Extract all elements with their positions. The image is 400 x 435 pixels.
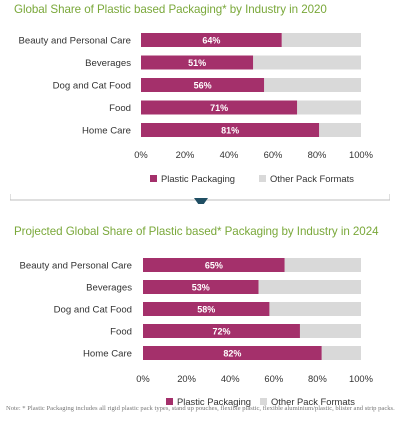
data-label: 72% — [212, 327, 230, 337]
bar-other-pack-formats — [321, 346, 361, 360]
legend-label-other-pack-formats: Other Pack Formats — [271, 396, 355, 407]
bar-other-pack-formats — [281, 33, 361, 47]
down-arrow-icon — [194, 198, 208, 204]
bar-plastic-packaging — [143, 324, 300, 338]
legend-swatch-plastic-packaging — [150, 175, 157, 182]
data-label: 82% — [223, 349, 241, 359]
x-tick-label: 0% — [136, 373, 150, 384]
data-label: 81% — [221, 126, 239, 136]
category-label: Home Care — [83, 349, 132, 360]
x-tick-label: 0% — [134, 149, 148, 160]
bar-other-pack-formats — [319, 123, 361, 137]
data-label: 64% — [202, 36, 220, 46]
bar-plastic-packaging — [141, 55, 254, 70]
category-label: Food — [109, 103, 131, 114]
category-label: Food — [110, 327, 132, 338]
data-label: 56% — [194, 81, 212, 91]
x-tick-label: 40% — [221, 373, 240, 384]
legend-label-plastic-packaging: Plastic Packaging — [161, 173, 235, 184]
x-tick-label: 60% — [264, 373, 283, 384]
legend-label-other-pack-formats: Other Pack Formats — [270, 173, 354, 184]
x-tick-label: 80% — [308, 373, 327, 384]
section-divider — [10, 194, 390, 204]
data-label: 71% — [210, 103, 228, 113]
bar-other-pack-formats — [299, 324, 361, 338]
data-label: 58% — [197, 305, 215, 315]
chart-title-2024: Projected Global Share of Plastic based*… — [14, 225, 379, 238]
data-label: 51% — [188, 58, 206, 68]
category-label: Dog and Cat Food — [54, 305, 132, 316]
footnote: Note: * Plastic Packaging includes all r… — [6, 405, 395, 412]
x-tick-label: 60% — [264, 149, 283, 160]
bar-plastic-packaging — [143, 258, 285, 272]
legend-swatch-plastic-packaging — [166, 398, 173, 405]
bar-chart-2024: Beauty and Personal Care 65% Beverages 53% D… — [19, 258, 373, 407]
bar-plastic-packaging — [143, 280, 259, 294]
x-tick-label: 20% — [177, 373, 196, 384]
bar-plastic-packaging — [143, 346, 322, 360]
bar-other-pack-formats — [269, 302, 361, 316]
category-label: Dog and Cat Food — [53, 81, 131, 92]
x-tick-label: 100% — [349, 149, 373, 160]
x-tick-label: 40% — [220, 149, 239, 160]
bar-plastic-packaging — [141, 78, 265, 92]
bar-plastic-packaging — [143, 302, 270, 316]
bar-other-pack-formats — [264, 78, 361, 92]
data-label: 65% — [205, 261, 223, 271]
data-label: 53% — [192, 283, 210, 293]
bar-plastic-packaging — [141, 33, 282, 47]
bar-plastic-packaging — [141, 100, 298, 115]
bar-other-pack-formats — [253, 55, 361, 70]
category-label: Beauty and Personal Care — [18, 36, 131, 47]
category-label: Beverages — [85, 58, 131, 69]
legend-swatch-other-pack-formats — [259, 175, 266, 182]
x-tick-label: 100% — [349, 373, 373, 384]
category-label: Beauty and Personal Care — [19, 261, 132, 272]
bar-other-pack-formats — [284, 258, 361, 272]
category-label: Beverages — [86, 283, 132, 294]
chart-title-2020: Global Share of Plastic based Packaging*… — [14, 3, 327, 16]
legend-label-plastic-packaging: Plastic Packaging — [177, 396, 251, 407]
category-label: Home Care — [82, 126, 131, 137]
bar-chart-2020: Beauty and Personal Care 64% Beverages 51% D… — [18, 33, 373, 184]
bar-other-pack-formats — [258, 280, 361, 294]
bar-plastic-packaging — [141, 123, 320, 137]
x-tick-label: 80% — [308, 149, 327, 160]
legend-swatch-other-pack-formats — [260, 398, 267, 405]
x-tick-label: 20% — [176, 149, 195, 160]
bar-other-pack-formats — [297, 100, 361, 115]
